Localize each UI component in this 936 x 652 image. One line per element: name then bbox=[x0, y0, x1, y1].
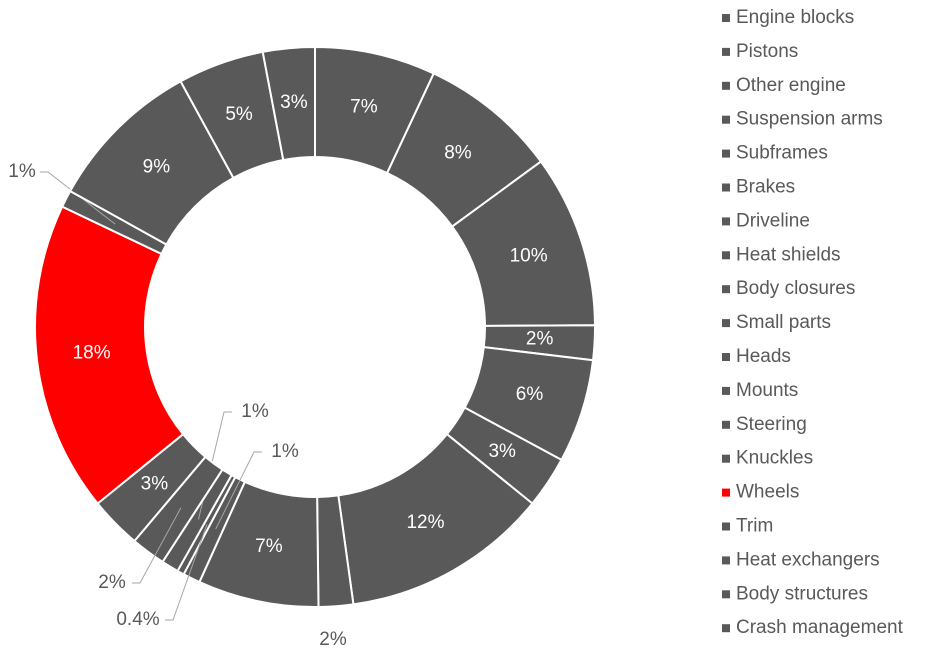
data-label: 10% bbox=[510, 245, 548, 266]
data-label: 1% bbox=[241, 401, 269, 422]
leader-line bbox=[40, 171, 116, 225]
legend-label: Other engine bbox=[736, 75, 846, 96]
legend-swatch bbox=[722, 454, 730, 463]
data-label: 3% bbox=[280, 92, 308, 113]
data-label: 8% bbox=[444, 142, 472, 163]
legend-swatch bbox=[722, 556, 730, 565]
legend-swatch bbox=[722, 81, 730, 90]
legend-label: Trim bbox=[736, 516, 773, 537]
legend-swatch bbox=[722, 353, 730, 361]
legend-swatch bbox=[722, 285, 730, 294]
data-label: 7% bbox=[350, 96, 378, 117]
legend-swatch bbox=[722, 47, 730, 56]
data-label: 12% bbox=[406, 512, 444, 533]
legend-swatch bbox=[722, 115, 730, 124]
legend-swatch bbox=[722, 217, 730, 226]
legend-swatch bbox=[722, 149, 730, 158]
legend-label: Suspension arms bbox=[736, 109, 883, 130]
leader-line bbox=[132, 507, 182, 584]
donut-slice bbox=[261, 45, 316, 162]
data-label: 6% bbox=[516, 384, 544, 405]
legend-label: Heat exchangers bbox=[736, 549, 880, 570]
leader-line bbox=[165, 524, 208, 621]
data-label: 9% bbox=[143, 156, 171, 177]
legend-label: Wheels bbox=[736, 482, 799, 503]
legend-swatch bbox=[722, 386, 730, 395]
data-label: 18% bbox=[73, 343, 111, 364]
data-label: 1% bbox=[271, 441, 299, 462]
legend-label: Brakes bbox=[736, 177, 795, 198]
data-label: 5% bbox=[225, 104, 253, 125]
data-label: 2% bbox=[98, 572, 126, 593]
data-label: 3% bbox=[141, 474, 169, 495]
legend-label: Knuckles bbox=[736, 448, 813, 469]
legend-label: Small parts bbox=[736, 312, 831, 333]
legend-swatch bbox=[722, 522, 730, 531]
legend-swatch bbox=[722, 624, 730, 633]
legend-label: Steering bbox=[736, 414, 807, 435]
donut-slice bbox=[34, 205, 185, 505]
legend-label: Heads bbox=[736, 346, 791, 367]
leader-line bbox=[215, 451, 262, 530]
data-label: 0.4% bbox=[116, 609, 159, 630]
legend-label: Crash management bbox=[736, 617, 904, 638]
data-label: 1% bbox=[8, 161, 36, 182]
legend-swatch bbox=[722, 420, 730, 429]
legend-swatch bbox=[722, 251, 730, 260]
legend-swatch bbox=[722, 183, 730, 192]
legend-label: Engine blocks bbox=[736, 7, 854, 28]
legend-label: Heat shields bbox=[736, 244, 841, 265]
legend-label: Body structures bbox=[736, 583, 868, 604]
legend-swatch bbox=[722, 488, 730, 497]
legend-swatch bbox=[722, 590, 730, 599]
data-label: 2% bbox=[319, 629, 347, 650]
data-label: 3% bbox=[488, 441, 516, 462]
legend-swatch bbox=[722, 14, 730, 22]
legend-label: Body closures bbox=[736, 278, 855, 299]
data-label: 7% bbox=[255, 536, 283, 557]
legend-swatch bbox=[722, 319, 730, 328]
legend-label: Pistons bbox=[736, 41, 798, 62]
legend-label: Driveline bbox=[736, 210, 810, 231]
data-label: 2% bbox=[526, 329, 554, 350]
legend-label: Mounts bbox=[736, 380, 798, 401]
legend-label: Subframes bbox=[736, 143, 828, 164]
